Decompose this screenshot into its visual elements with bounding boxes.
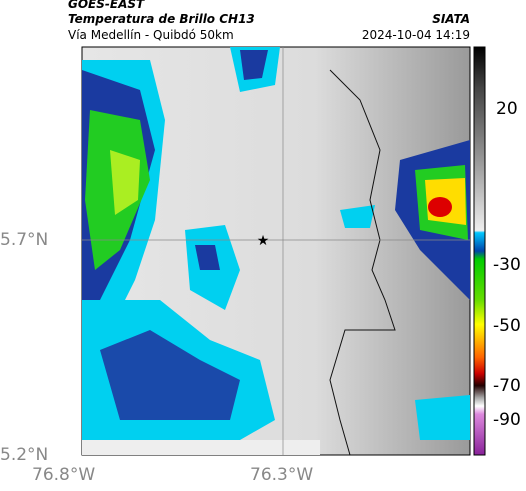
provider: SIATA	[432, 12, 470, 26]
star-marker: ★	[257, 233, 270, 249]
colorbar-tick: -50	[493, 316, 521, 336]
datetime: 2024-10-04 14:19	[361, 28, 470, 42]
border	[329, 69, 396, 456]
lat-label: 5.2°N	[0, 445, 49, 465]
source: GOES-EAST	[68, 0, 145, 11]
colorbar-tick: -30	[493, 255, 521, 275]
region: Vía Medellín - Quibdó 50km	[68, 28, 234, 42]
lon-label: 76.3°W	[250, 465, 314, 485]
colorbar	[473, 46, 486, 456]
colorbar-tick: -90	[493, 410, 521, 430]
colorbar-tick: -70	[493, 376, 521, 396]
colorbar-tick: 20	[496, 99, 518, 119]
product: Temperatura de Brillo CH13	[68, 12, 255, 26]
clouds	[82, 47, 470, 455]
lon-label: 76.8°W	[32, 465, 96, 485]
lat-label: 5.7°N	[0, 230, 49, 250]
